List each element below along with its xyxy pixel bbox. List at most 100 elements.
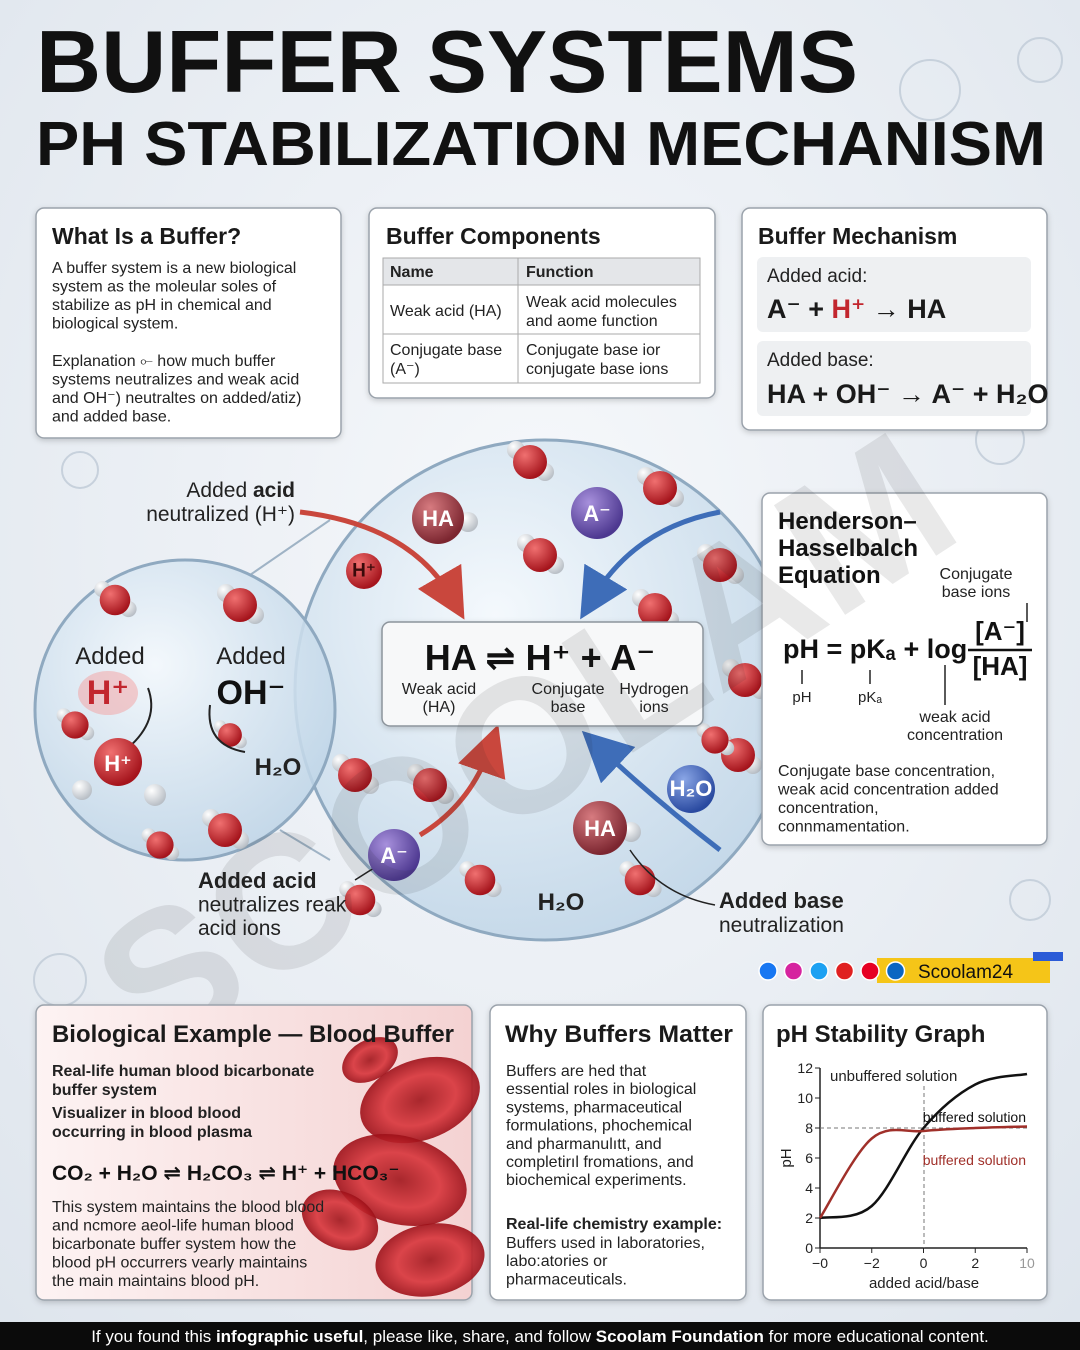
text-part: If you found this: [91, 1327, 216, 1346]
card-heading: Hasselbalch: [778, 535, 918, 562]
label: Real-life chemistry example:: [506, 1216, 722, 1233]
text-part: Scoolam Foundation: [596, 1327, 764, 1346]
label: systems neutralizes and weak acid: [52, 372, 299, 389]
hydrogen-atom: [72, 780, 92, 800]
molecule: [571, 487, 623, 539]
label: A buffer system is a new biological: [52, 260, 296, 277]
y-axis-label: pH: [778, 1148, 795, 1167]
x-tick-label: 2: [971, 1255, 979, 1271]
social-icon: [758, 961, 778, 981]
oxygen-atom: [638, 593, 672, 627]
text-part: Added: [186, 479, 253, 502]
arrow: [299, 509, 465, 620]
arrow: [418, 724, 506, 838]
zoom-arrow: [127, 687, 153, 749]
label: concentration,: [778, 800, 879, 817]
label: buffer system: [52, 1082, 157, 1099]
table-header: Name: [390, 264, 434, 281]
diagram-label: neutralizes reak: [198, 894, 347, 917]
card: [762, 1004, 1048, 1301]
label: Explanation ⟜ how much buffer: [52, 353, 276, 370]
oxygen-atom: [344, 884, 376, 916]
label: connmamentation.: [778, 819, 910, 836]
series-line: [819, 1072, 1028, 1220]
red-blood-cell: [342, 1037, 398, 1083]
label: systems, pharmaceutical: [506, 1099, 682, 1116]
x-tick-label: −0: [812, 1255, 828, 1271]
label: concentration: [907, 727, 1003, 744]
card-heading: What Is a Buffer?: [52, 223, 241, 249]
diagram-label: H₂O: [538, 889, 585, 916]
bg-bubble: [1017, 37, 1063, 83]
legend-label: buffered solution: [923, 1109, 1026, 1125]
x-axis-label: added acid/base: [869, 1275, 979, 1292]
label: stabilize as pH in chemical and: [52, 297, 272, 314]
card: [761, 492, 1048, 846]
equation-label: ions: [639, 699, 668, 716]
label: labo:atories or: [506, 1253, 608, 1270]
oxygen-atom: [464, 864, 496, 896]
oxygen-atom: [99, 584, 131, 616]
red-blood-cell: [301, 1189, 379, 1251]
equation: HA + OH⁻ → A⁻ + H₂O: [767, 379, 1049, 409]
molecule-label: H⁺: [352, 560, 376, 581]
text-part: A⁻ +: [767, 294, 832, 324]
y-tick-label: 0: [805, 1240, 813, 1256]
ion-label: H⁺: [104, 751, 132, 776]
card: [35, 207, 342, 439]
ion-glow: [78, 671, 138, 715]
red-blood-cell: [360, 1056, 480, 1144]
footer-bar: [0, 1322, 1080, 1350]
card-heading: Biological Example — Blood Buffer: [52, 1021, 454, 1048]
table-cell: (A⁻): [390, 361, 420, 378]
card: [489, 1004, 747, 1301]
y-tick-label: 4: [805, 1180, 813, 1196]
text-part: acid: [253, 479, 295, 502]
label: Conjugate base concentration,: [778, 763, 995, 780]
label: weak acid: [918, 709, 990, 726]
x-tick-label: 10: [1019, 1255, 1035, 1271]
text-part: , please like, share, and follow: [363, 1327, 595, 1346]
oxygen-atom: [624, 864, 656, 896]
diagram-label: Added base: [719, 888, 844, 913]
label: Buffers used in laboratories,: [506, 1235, 705, 1252]
text-part: infographic useful: [216, 1327, 363, 1346]
zoom-label: OH⁻: [217, 674, 286, 712]
x-tick-label: 0: [920, 1255, 928, 1271]
label: biochemical experiments.: [506, 1172, 687, 1189]
label: and ncmore aeol-life human blood: [52, 1218, 294, 1235]
table-cell: Conjugate base: [390, 342, 502, 359]
label: blood pH occurrers vearly maintains: [52, 1255, 307, 1272]
text-part: for more educational content.: [764, 1327, 989, 1346]
chart-title: pH Stability Graph: [776, 1021, 985, 1048]
label: occurring in blood plasma: [52, 1124, 252, 1141]
equation-label: Conjugate: [532, 681, 605, 698]
table-cell: Conjugate base ior: [526, 342, 661, 359]
red-blood-cell: [333, 1133, 467, 1227]
y-tick-label: 2: [805, 1210, 813, 1226]
zoom-arrow: [208, 704, 246, 753]
equilibrium-box: [381, 621, 704, 727]
label: pKₐ: [858, 689, 882, 706]
text-part: H⁺: [832, 294, 866, 324]
molecule: [573, 801, 627, 855]
oxygen-atom: [513, 445, 547, 479]
arrow: [580, 509, 721, 620]
oxygen-atom: [146, 831, 174, 859]
table-header: Function: [526, 264, 594, 281]
x-tick-label: −2: [864, 1255, 880, 1271]
label: the main maintains blood pH.: [52, 1273, 259, 1290]
title: BUFFER SYSTEMS: [36, 12, 858, 111]
label: formulations, phochemical: [506, 1118, 692, 1135]
molecule-label: HA: [422, 506, 454, 531]
oxygen-atom: [208, 813, 242, 847]
zoom-label: Added: [216, 643, 285, 670]
molecule-label: HA: [584, 816, 616, 841]
card: [368, 207, 716, 399]
eq-box: [757, 341, 1031, 416]
label: and pharmanulıtt, and: [506, 1136, 662, 1153]
label: base ions: [942, 584, 1011, 601]
card-heading: Buffer Components: [386, 223, 601, 249]
